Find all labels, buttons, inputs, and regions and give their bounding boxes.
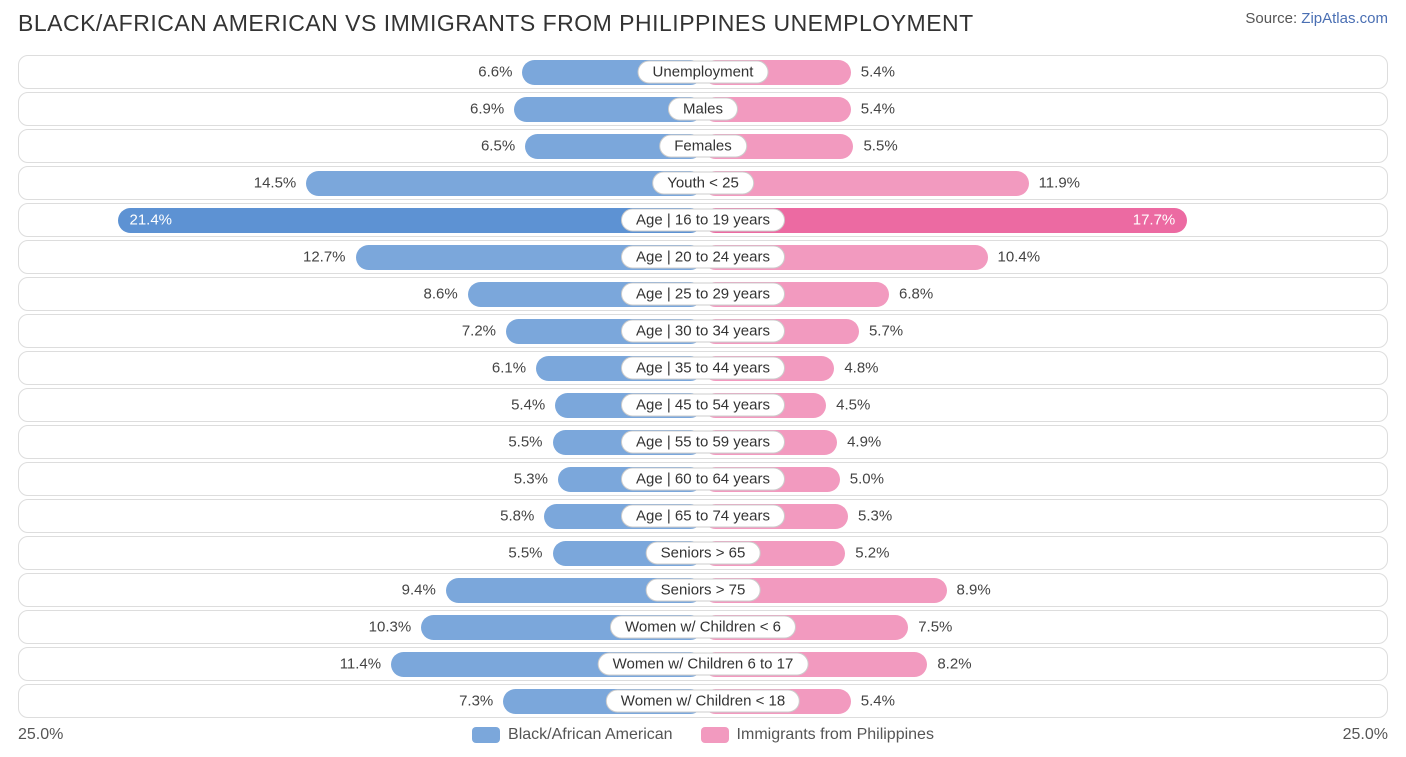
value-label-left: 5.5% xyxy=(508,545,552,562)
category-label: Males xyxy=(668,98,738,121)
category-label: Age | 45 to 54 years xyxy=(621,394,785,417)
category-label: Females xyxy=(659,135,747,158)
chart-row: 6.6% 5.4% Unemployment xyxy=(18,55,1388,89)
value-label-right: 4.5% xyxy=(826,397,870,414)
chart-row: 5.5% 4.9% Age | 55 to 59 years xyxy=(18,425,1388,459)
category-label: Age | 30 to 34 years xyxy=(621,320,785,343)
chart-row: 5.3% 5.0% Age | 60 to 64 years xyxy=(18,462,1388,496)
value-label-right: 4.9% xyxy=(837,434,881,451)
chart-row: 7.3% 5.4% Women w/ Children < 18 xyxy=(18,684,1388,718)
value-label-left: 14.5% xyxy=(254,175,307,192)
value-label-right: 6.8% xyxy=(889,286,933,303)
category-label: Age | 25 to 29 years xyxy=(621,283,785,306)
category-label: Age | 55 to 59 years xyxy=(621,431,785,454)
chart-row: 6.1% 4.8% Age | 35 to 44 years xyxy=(18,351,1388,385)
chart-header: BLACK/AFRICAN AMERICAN VS IMMIGRANTS FRO… xyxy=(18,10,1388,37)
chart-row: 6.9% 5.4% Males xyxy=(18,92,1388,126)
legend: Black/African American Immigrants from P… xyxy=(472,726,934,744)
category-label: Age | 16 to 19 years xyxy=(621,209,785,232)
category-label: Age | 60 to 64 years xyxy=(621,468,785,491)
axis-max-left: 25.0% xyxy=(18,726,63,744)
category-label: Age | 35 to 44 years xyxy=(621,357,785,380)
chart-row: 21.4% 17.7% Age | 16 to 19 years xyxy=(18,203,1388,237)
value-label-right: 17.7% xyxy=(1133,212,1188,229)
value-label-right: 5.4% xyxy=(851,64,895,81)
value-label-right: 5.7% xyxy=(859,323,903,340)
category-label: Women w/ Children < 6 xyxy=(610,616,796,639)
value-label-left: 12.7% xyxy=(303,249,356,266)
diverging-bar-chart: 6.6% 5.4% Unemployment 6.9% 5.4% Males 6.5% 5.5… xyxy=(18,55,1388,718)
value-label-right: 10.4% xyxy=(988,249,1041,266)
value-label-right: 7.5% xyxy=(908,619,952,636)
value-label-right: 5.4% xyxy=(851,101,895,118)
category-label: Unemployment xyxy=(638,61,769,84)
value-label-left: 9.4% xyxy=(402,582,446,599)
value-label-left: 10.3% xyxy=(369,619,422,636)
chart-row: 12.7% 10.4% Age | 20 to 24 years xyxy=(18,240,1388,274)
legend-item-right: Immigrants from Philippines xyxy=(701,726,934,744)
value-label-left: 5.3% xyxy=(514,471,558,488)
chart-row: 8.6% 6.8% Age | 25 to 29 years xyxy=(18,277,1388,311)
chart-row: 14.5% 11.9% Youth < 25 xyxy=(18,166,1388,200)
value-label-left: 6.1% xyxy=(492,360,536,377)
value-label-left: 6.9% xyxy=(470,101,514,118)
value-label-right: 5.2% xyxy=(845,545,889,562)
value-label-left: 6.6% xyxy=(478,64,522,81)
chart-row: 11.4% 8.2% Women w/ Children 6 to 17 xyxy=(18,647,1388,681)
chart-row: 5.5% 5.2% Seniors > 65 xyxy=(18,536,1388,570)
axis-max-right: 25.0% xyxy=(1343,726,1388,744)
value-label-right: 5.5% xyxy=(853,138,897,155)
value-label-left: 5.8% xyxy=(500,508,544,525)
chart-title: BLACK/AFRICAN AMERICAN VS IMMIGRANTS FRO… xyxy=(18,10,974,37)
chart-row: 9.4% 8.9% Seniors > 75 xyxy=(18,573,1388,607)
source-link[interactable]: ZipAtlas.com xyxy=(1301,10,1388,27)
value-label-right: 11.9% xyxy=(1029,175,1080,192)
value-label-left: 7.2% xyxy=(462,323,506,340)
value-label-right: 5.4% xyxy=(851,693,895,710)
chart-row: 7.2% 5.7% Age | 30 to 34 years xyxy=(18,314,1388,348)
legend-label-right: Immigrants from Philippines xyxy=(737,726,934,744)
value-label-left: 5.4% xyxy=(511,397,555,414)
source-attribution: Source: ZipAtlas.com xyxy=(1245,10,1388,27)
value-label-right: 8.2% xyxy=(927,656,971,673)
category-label: Women w/ Children < 18 xyxy=(606,690,800,713)
value-label-right: 4.8% xyxy=(834,360,878,377)
chart-row: 10.3% 7.5% Women w/ Children < 6 xyxy=(18,610,1388,644)
value-label-left: 21.4% xyxy=(117,212,172,229)
value-label-left: 7.3% xyxy=(459,693,503,710)
value-label-right: 5.3% xyxy=(848,508,892,525)
value-label-left: 8.6% xyxy=(424,286,468,303)
source-prefix: Source: xyxy=(1245,10,1301,27)
category-label: Age | 65 to 74 years xyxy=(621,505,785,528)
chart-row: 5.4% 4.5% Age | 45 to 54 years xyxy=(18,388,1388,422)
category-label: Seniors > 65 xyxy=(646,542,761,565)
value-label-left: 5.5% xyxy=(508,434,552,451)
chart-footer: 25.0% Black/African American Immigrants … xyxy=(18,726,1388,744)
legend-swatch-right xyxy=(701,727,729,743)
category-label: Women w/ Children 6 to 17 xyxy=(598,653,809,676)
chart-row: 5.8% 5.3% Age | 65 to 74 years xyxy=(18,499,1388,533)
value-label-right: 5.0% xyxy=(840,471,884,488)
legend-label-left: Black/African American xyxy=(508,726,673,744)
legend-swatch-left xyxy=(472,727,500,743)
category-label: Youth < 25 xyxy=(652,172,754,195)
category-label: Age | 20 to 24 years xyxy=(621,246,785,269)
value-label-right: 8.9% xyxy=(947,582,991,599)
bar-left xyxy=(306,171,703,196)
legend-item-left: Black/African American xyxy=(472,726,673,744)
category-label: Seniors > 75 xyxy=(646,579,761,602)
value-label-left: 11.4% xyxy=(340,656,391,673)
bar-left xyxy=(118,208,704,233)
value-label-left: 6.5% xyxy=(481,138,525,155)
chart-row: 6.5% 5.5% Females xyxy=(18,129,1388,163)
